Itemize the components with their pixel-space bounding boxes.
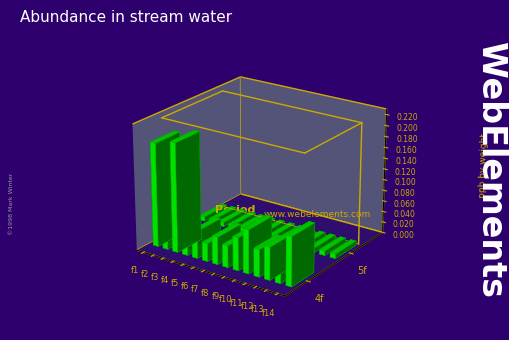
Text: Abundance in stream water: Abundance in stream water xyxy=(20,10,232,25)
Text: ©1998 Mark Winter: ©1998 Mark Winter xyxy=(9,173,14,235)
Text: WebElements: WebElements xyxy=(473,42,506,298)
